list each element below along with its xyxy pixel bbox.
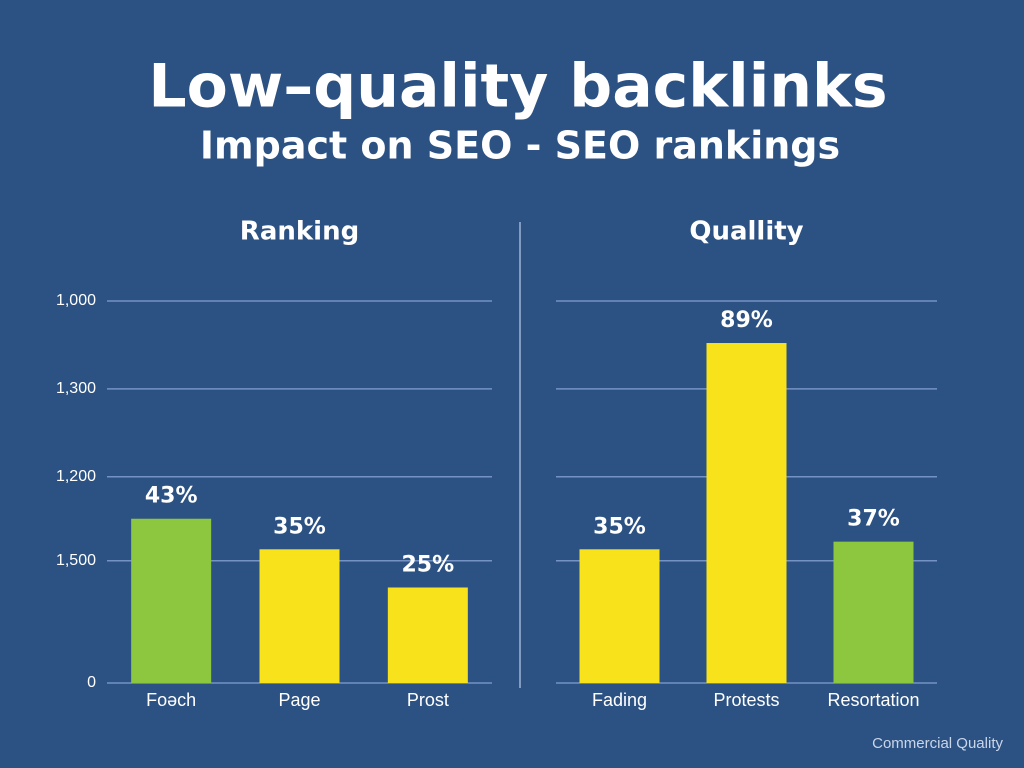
value-label: 25% xyxy=(401,553,454,578)
x-tick-label: Foəch xyxy=(146,690,196,710)
bar xyxy=(131,518,212,683)
title: Low–quality backlinks xyxy=(148,52,887,122)
bar xyxy=(706,343,787,683)
value-label: 37% xyxy=(847,507,900,532)
y-tick-label: 1,000 xyxy=(56,292,96,309)
value-label: 43% xyxy=(145,484,198,509)
x-tick-label: Fading xyxy=(592,690,647,710)
y-tick-label: 0 xyxy=(87,674,96,691)
value-label: 35% xyxy=(273,514,326,539)
x-tick-label: Prost xyxy=(407,690,449,710)
chart-title: Ranking xyxy=(240,217,359,247)
y-tick-label: 1,200 xyxy=(56,468,96,485)
value-label: 35% xyxy=(593,514,646,539)
bar xyxy=(579,549,660,683)
chart-title: Quallity xyxy=(689,217,803,247)
x-tick-label: Protests xyxy=(713,690,779,710)
y-tick-label: 1,500 xyxy=(56,552,96,569)
bar xyxy=(387,587,468,683)
bar xyxy=(833,541,914,683)
x-tick-label: Page xyxy=(278,690,320,710)
footer: Commercial Quality xyxy=(872,735,1003,752)
x-tick-label: Resortation xyxy=(827,690,919,710)
y-tick-label: 1,300 xyxy=(56,380,96,397)
bar xyxy=(259,549,340,683)
subtitle: Impact on SEO - SEO rankings xyxy=(200,124,840,168)
value-label: 89% xyxy=(720,308,773,333)
